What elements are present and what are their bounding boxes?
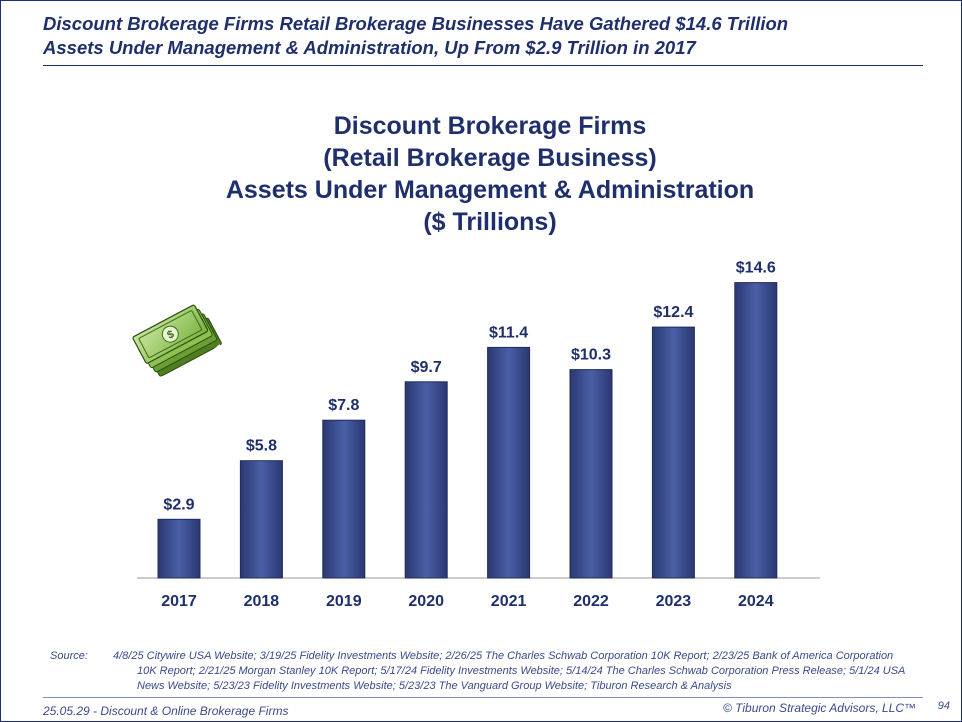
money-stack-icon: $ [132,304,222,380]
source-label: Source: [50,650,88,662]
data-label-2021: $11.4 [489,324,528,341]
bar-2022 [569,369,613,579]
x-tick-2018: 2018 [244,593,280,610]
bar-2021 [487,346,531,579]
chart-title-line-1: Discount Brokerage Firms [333,112,647,140]
x-tick-2024: 2024 [738,593,774,610]
x-tick-2021: 2021 [491,593,527,610]
data-label-2018: $5.8 [246,438,277,455]
svg-text:$: $ [165,328,176,341]
data-label-2022: $10.3 [571,347,611,364]
chart-title-line-4: ($ Trillions) [423,208,557,236]
chart-title: Discount Brokerage Firms (Retail Brokera… [140,110,840,238]
headline-line-2: Assets Under Management & Administration… [43,37,696,58]
bar-2018 [239,460,283,579]
footer-date-title: 25.05.29 - Discount & Online Brokerage F… [43,704,289,718]
bar-2020 [404,381,448,579]
x-tick-2020: 2020 [408,593,444,610]
bar-2017 [157,518,201,579]
data-label-2019: $7.8 [328,397,359,414]
footer-divider [43,697,923,698]
data-label-2017: $2.9 [163,496,194,513]
data-label-2023: $12.4 [653,304,693,321]
x-tick-2017: 2017 [161,593,197,610]
data-label-2020: $9.7 [411,359,442,376]
x-tick-2023: 2023 [656,593,692,610]
data-label-2024: $14.6 [736,260,776,277]
source-text: 4/8/25 Citywire USA Website; 3/19/25 Fid… [113,650,905,692]
x-tick-2019: 2019 [326,593,362,610]
headline-line-1: Discount Brokerage Firms Retail Brokerag… [43,13,789,34]
headline-divider [43,65,923,66]
x-tick-2022: 2022 [573,593,609,610]
chart-title-line-2: (Retail Brokerage Business) [323,144,657,172]
footer-copyright: © Tiburon Strategic Advisors, LLC™ [722,701,916,715]
bar-2024 [734,282,778,579]
slide-headline: Discount Brokerage Firms Retail Brokerag… [43,12,923,60]
bar-2019 [322,419,366,579]
chart-title-line-3: Assets Under Management & Administration [225,176,755,204]
page-number: 94 [937,700,950,712]
bar-2023 [651,326,695,579]
